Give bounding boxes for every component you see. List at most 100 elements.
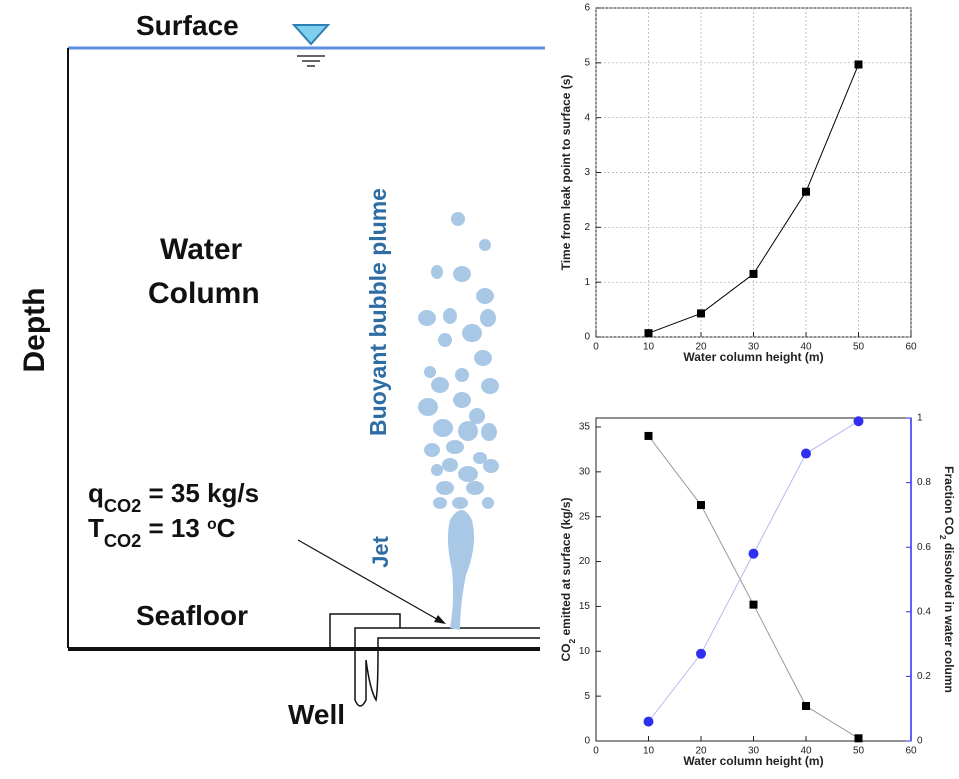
bubble <box>424 366 436 378</box>
text-part: dissolved in water column <box>942 539 956 692</box>
bubble <box>462 324 482 342</box>
bubble <box>481 378 499 394</box>
bubble <box>424 443 440 457</box>
y-tick-label: 1 <box>584 277 590 288</box>
y2-tick-label: 1 <box>917 413 923 424</box>
x-tick-label: 60 <box>905 342 917 353</box>
bubble <box>431 377 449 393</box>
y-tick-label: 5 <box>584 57 590 68</box>
y2-tick-label: 0.8 <box>917 477 931 488</box>
text-part: o <box>207 516 217 533</box>
marker <box>696 649 706 659</box>
bubble <box>443 308 457 324</box>
marker <box>801 449 811 459</box>
text-part: C <box>217 513 236 543</box>
y-tick-label: 30 <box>579 466 591 477</box>
marker <box>749 549 759 559</box>
text-part: emitted at surface (kg/s) <box>559 497 573 638</box>
text-part: q <box>88 478 104 508</box>
text-part: CO2 <box>104 531 141 551</box>
figure: Surface Water Column Depth Buoyant bubbl… <box>0 0 959 774</box>
bubble <box>458 466 478 482</box>
y-tick-label: 35 <box>579 422 591 433</box>
x-tick-label: 10 <box>643 746 655 757</box>
bubble <box>480 309 496 327</box>
bubble <box>479 239 491 251</box>
bubble <box>442 458 458 472</box>
well-structure <box>330 614 540 706</box>
text-part: Fraction CO <box>942 466 956 535</box>
depth-label: Depth <box>18 288 51 373</box>
water-column-label: Column <box>148 277 260 310</box>
jet-label: Jet <box>368 535 393 567</box>
y2-tick-label: 0 <box>917 736 923 747</box>
marker <box>855 734 863 742</box>
y-tick-label: 10 <box>579 646 591 657</box>
bubble <box>418 310 436 326</box>
marker <box>802 188 810 196</box>
y2-axis-label: Fraction CO2 dissolved in water column <box>938 466 956 693</box>
x-tick-label: 0 <box>593 342 599 353</box>
bubble <box>466 481 484 495</box>
y2-tick-label: 0.4 <box>917 606 931 617</box>
bubble <box>482 497 494 509</box>
bubble <box>418 398 438 416</box>
bubble <box>431 265 443 279</box>
y-axis-label: CO2 emitted at surface (kg/s) <box>559 497 577 661</box>
marker <box>645 432 653 440</box>
bubble <box>455 368 469 382</box>
y2-tick-label: 0.2 <box>917 671 931 682</box>
x-tick-label: 50 <box>853 746 865 757</box>
marker <box>644 717 654 727</box>
y-tick-label: 2 <box>584 222 590 233</box>
y-tick-label: 6 <box>584 3 590 14</box>
seafloor-label: Seafloor <box>136 600 248 631</box>
y-tick-label: 0 <box>584 332 590 343</box>
bubble <box>433 497 447 509</box>
plot-area <box>596 418 911 741</box>
bubble <box>446 440 464 454</box>
y-tick-label: 25 <box>579 511 591 522</box>
x-tick-label: 0 <box>593 746 599 757</box>
bubble <box>458 421 478 441</box>
bubble <box>453 266 471 282</box>
jet <box>448 510 474 630</box>
y-tick-label: 5 <box>584 691 590 702</box>
bubble <box>451 212 465 226</box>
bubble <box>452 497 468 509</box>
bubble <box>433 419 453 437</box>
y2-tick-label: 0.6 <box>917 542 931 553</box>
water-column-label: Water <box>160 233 243 266</box>
marker <box>750 270 758 278</box>
marker <box>855 60 863 68</box>
text-part: = 35 kg/s <box>141 478 259 508</box>
surface-label: Surface <box>136 10 239 41</box>
flow-rate-label: qCO2 = 35 kg/s <box>88 478 259 516</box>
bubble <box>483 459 499 473</box>
bubble <box>474 350 492 366</box>
bubble <box>476 288 494 304</box>
y-tick-label: 20 <box>579 556 591 567</box>
bubble <box>481 423 497 441</box>
page: Surface Water Column Depth Buoyant bubbl… <box>0 0 959 779</box>
marker <box>854 416 864 426</box>
plume-label: Buoyant bubble plume <box>365 188 391 436</box>
y-tick-label: 4 <box>584 112 590 123</box>
y-axis-label: Time from leak point to surface (s) <box>559 75 573 271</box>
y-tick-label: 15 <box>579 601 591 612</box>
bubble <box>436 481 454 495</box>
well-label: Well <box>288 699 345 730</box>
diagram: Surface Water Column Depth Buoyant bubbl… <box>18 10 545 730</box>
water-level-symbol <box>294 25 328 44</box>
x-tick-label: 60 <box>905 746 917 757</box>
marker <box>697 309 705 317</box>
charts: 01020304050600123456Water column height … <box>559 3 956 768</box>
temperature-label: TCO2 = 13 oC <box>88 513 236 551</box>
text-part: CO2 <box>104 496 141 516</box>
y-tick-label: 0 <box>584 736 590 747</box>
x-axis-label: Water column height (m) <box>683 754 823 768</box>
marker <box>750 601 758 609</box>
marker <box>697 501 705 509</box>
bubble <box>453 392 471 408</box>
x-tick-label: 10 <box>643 342 655 353</box>
